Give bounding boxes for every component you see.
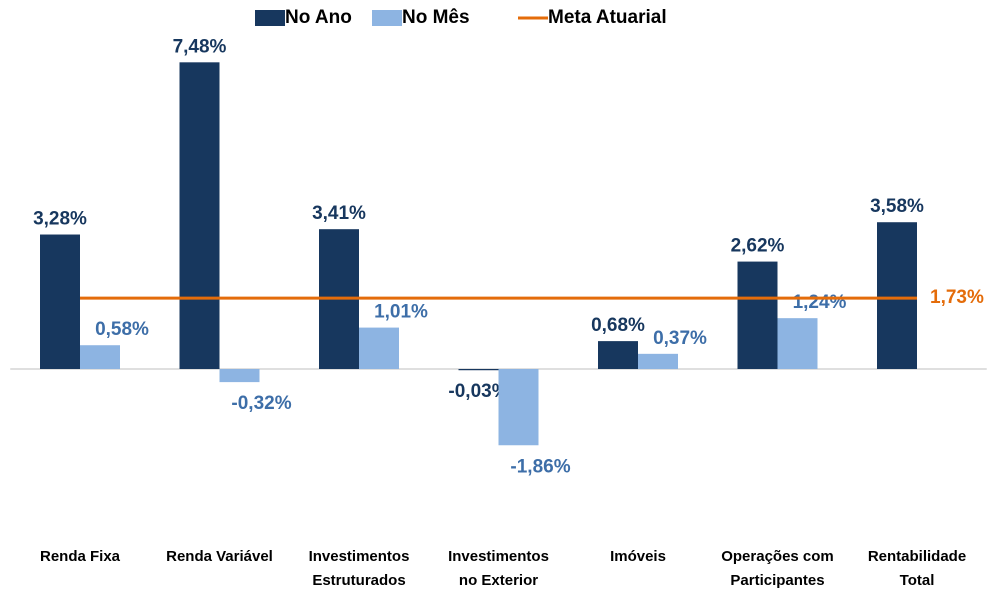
value-label: 3,41%	[312, 203, 366, 224]
value-label: 7,48%	[173, 36, 227, 57]
x-tick-label: Renda Variável	[166, 548, 273, 565]
legend-label: No Ano	[285, 7, 352, 28]
bar	[179, 62, 220, 369]
x-tick-label: Operações com Participantes	[721, 548, 834, 589]
x-tick-label: Investimentos no Exterior	[448, 548, 549, 589]
x-tick-label: Rentabilidade Total	[867, 548, 967, 589]
legend-label: No Mês	[402, 7, 470, 28]
legend-label: Meta Atuarial	[548, 7, 667, 28]
value-label: -1,86%	[510, 456, 570, 477]
value-label: 2,62%	[731, 236, 785, 257]
x-tick-label: Renda Fixa	[39, 548, 121, 565]
bar	[598, 341, 638, 369]
value-label: 0,37%	[653, 328, 707, 349]
value-label: 3,58%	[870, 196, 924, 217]
bar	[359, 327, 399, 369]
value-label: 1,24%	[793, 292, 847, 313]
value-label: -0,03%	[448, 381, 508, 402]
bar	[638, 353, 678, 369]
value-label: 0,58%	[95, 319, 149, 340]
meta-label: 1,73%	[930, 287, 984, 308]
bar	[877, 222, 917, 369]
value-label: 0,68%	[591, 315, 645, 336]
bar	[498, 369, 539, 446]
legend-swatch	[255, 10, 285, 26]
x-tick-label: Imóveis	[610, 548, 666, 565]
bar	[80, 345, 120, 369]
bar	[219, 369, 260, 383]
bar	[458, 369, 499, 371]
bar	[737, 261, 778, 369]
value-label: 1,01%	[374, 302, 428, 323]
bar	[40, 234, 80, 369]
value-label: -0,32%	[231, 393, 291, 414]
bar	[777, 318, 818, 369]
x-tick-label: Investimentos Estruturados	[308, 548, 410, 589]
legend-swatch	[372, 10, 402, 26]
value-label: 3,28%	[33, 209, 87, 230]
